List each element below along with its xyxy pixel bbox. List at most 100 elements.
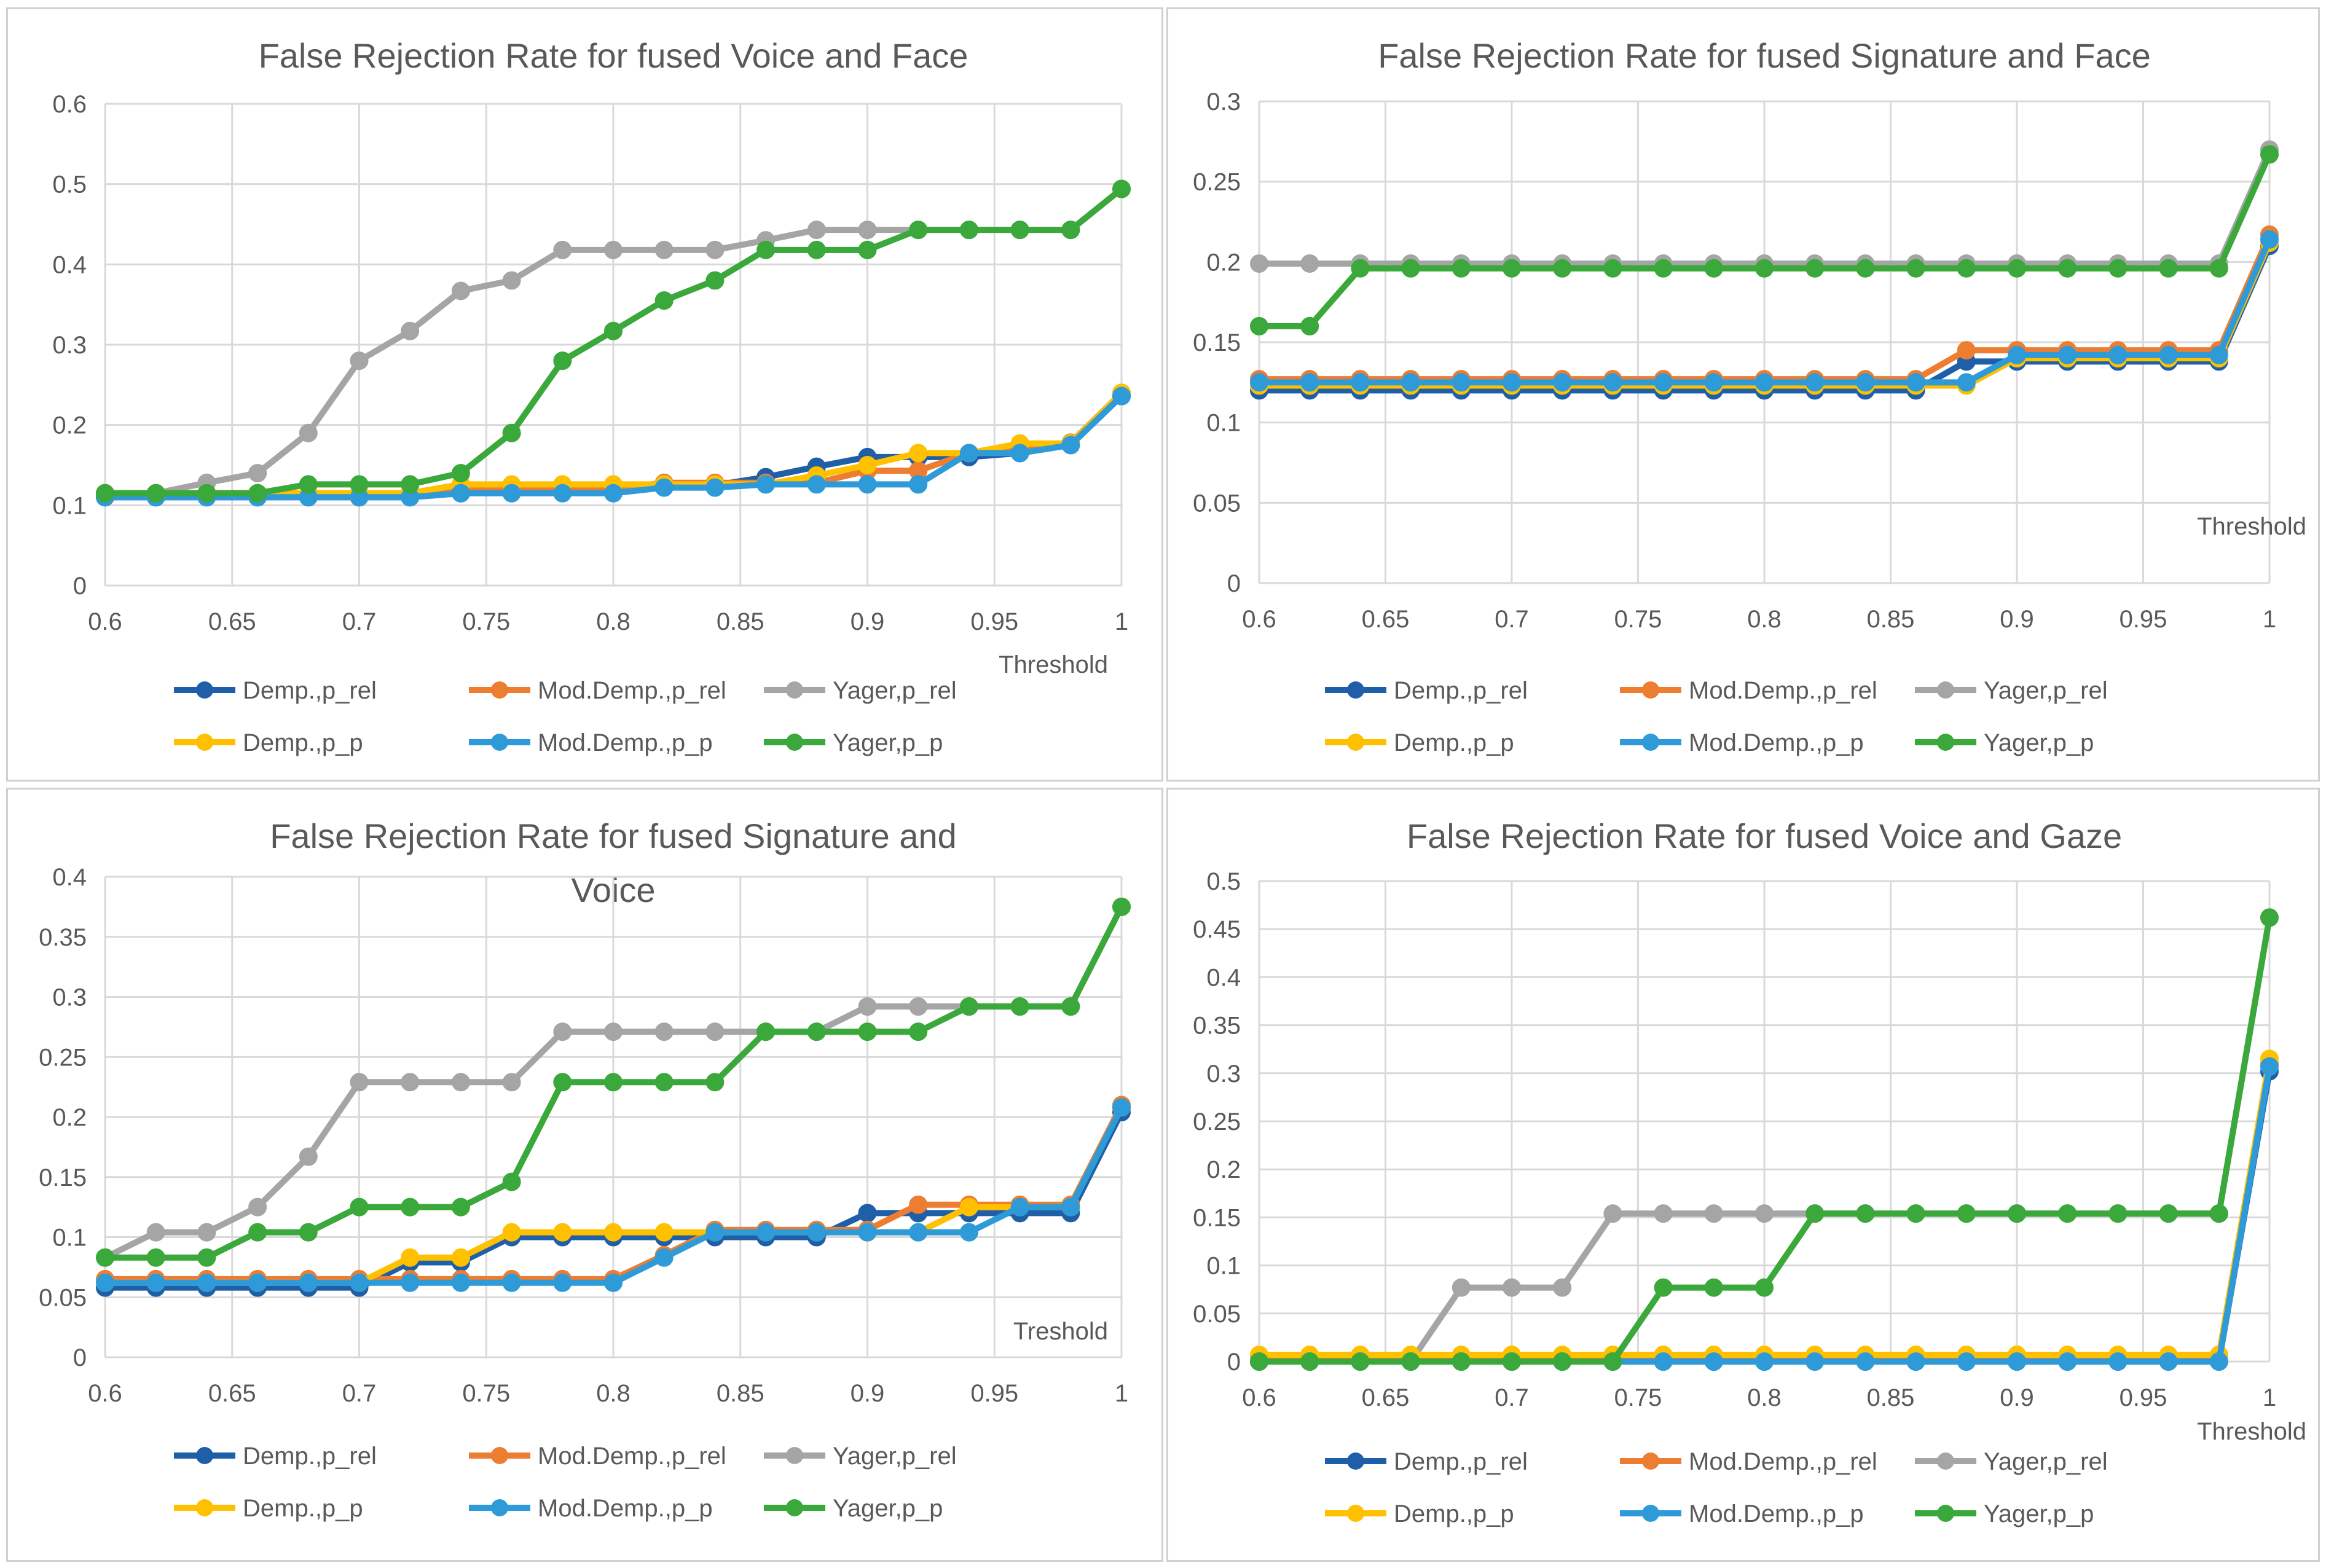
y-tick-label: 0.25: [1193, 1108, 1241, 1135]
data-point: [604, 321, 623, 340]
x-tick-label: 0.85: [1867, 606, 1915, 633]
data-point: [1553, 259, 1572, 278]
data-point: [705, 1223, 725, 1242]
data-point: [2209, 345, 2228, 364]
data-point: [1452, 259, 1471, 278]
data-point: [1603, 373, 1622, 392]
data-point: [1452, 373, 1471, 392]
data-point: [1300, 254, 1319, 273]
data-point: [248, 484, 267, 503]
data-point: [401, 1198, 420, 1217]
data-point: [858, 1223, 877, 1242]
data-point: [350, 1073, 369, 1092]
data-point: [1553, 373, 1572, 392]
data-point: [858, 475, 877, 494]
data-point: [654, 1022, 674, 1041]
data-point: [1553, 1352, 1572, 1371]
data-point: [2058, 1352, 2077, 1371]
x-tick-label: 0.75: [1614, 1384, 1662, 1411]
data-point: [604, 240, 623, 259]
data-point: [401, 1248, 420, 1267]
data-point: [2260, 230, 2279, 249]
data-point: [1856, 1352, 1875, 1371]
data-point: [553, 351, 572, 370]
legend-item-mod-demp-p-rel: Mod.Demp.,p_rel: [1620, 677, 1877, 704]
data-point: [1112, 1098, 1131, 1117]
x-axis-title: Threshold: [2197, 513, 2306, 540]
legend-marker: [1937, 1505, 1954, 1522]
y-tick-label: 0.15: [1193, 1204, 1241, 1231]
data-point: [858, 1204, 877, 1223]
data-point: [96, 1273, 114, 1292]
data-point: [1112, 179, 1131, 198]
x-tick-label: 0.9: [2000, 1384, 2034, 1411]
data-point: [502, 1223, 521, 1242]
y-tick-label: 0.3: [52, 332, 87, 359]
legend-marker: [196, 1499, 213, 1516]
y-tick-label: 0.1: [1206, 410, 1241, 437]
legend-item-mod-demp-p-p: Mod.Demp.,p_p: [1620, 1500, 1864, 1527]
x-tick-label: 0.65: [1362, 1384, 1410, 1411]
data-point: [1856, 259, 1875, 278]
y-tick-label: 0: [73, 1344, 87, 1371]
data-point: [909, 997, 928, 1016]
data-point: [146, 1273, 165, 1292]
data-point: [1300, 373, 1319, 392]
data-point: [858, 456, 877, 474]
data-point: [2008, 1352, 2026, 1371]
y-tick-label: 0.4: [52, 864, 87, 891]
data-point: [1351, 1352, 1370, 1371]
y-tick-label: 0.05: [1193, 1301, 1241, 1328]
data-point: [299, 475, 318, 494]
x-tick-label: 0.75: [462, 608, 510, 635]
legend-item-mod-demp-p-p: Mod.Demp.,p_p: [469, 729, 713, 756]
data-point: [1112, 386, 1131, 406]
data-point: [1603, 1352, 1622, 1371]
x-tick-label: 0.65: [208, 608, 256, 635]
legend-marker: [491, 734, 508, 751]
data-point: [807, 1022, 826, 1041]
data-point: [959, 221, 978, 240]
data-point: [1401, 259, 1420, 278]
chart-voice-face: False Rejection Rate for fused Voice and…: [52, 36, 1131, 756]
data-point: [959, 444, 978, 463]
x-tick-label: 0.6: [88, 1380, 122, 1407]
data-point: [807, 1223, 826, 1242]
legend-label: Yager,p_rel: [1984, 677, 2108, 704]
legend-item-yager-p-p: Yager,p_p: [1915, 1500, 2094, 1527]
data-point: [2058, 1204, 2077, 1223]
data-point: [299, 1223, 318, 1242]
data-point: [350, 1273, 369, 1292]
data-point: [1957, 259, 1976, 278]
legend-marker: [786, 1447, 803, 1464]
legend-label: Demp.,p_rel: [243, 1443, 377, 1470]
data-point: [1906, 259, 1925, 278]
y-tick-label: 0.3: [52, 984, 87, 1011]
y-tick-label: 0.3: [1206, 1060, 1241, 1088]
legend-marker: [786, 1499, 803, 1516]
data-point: [1010, 997, 1029, 1016]
legend-marker: [491, 1499, 508, 1516]
legend-item-yager-p-p: Yager,p_p: [764, 1495, 943, 1522]
legend-marker: [196, 681, 213, 699]
y-tick-label: 0.45: [1193, 916, 1241, 943]
data-point: [502, 1172, 521, 1191]
data-point: [1906, 1352, 1925, 1371]
legend-marker: [196, 1447, 213, 1464]
data-point: [654, 291, 674, 310]
data-point: [1805, 1204, 1825, 1223]
data-point: [1856, 373, 1875, 392]
data-point: [1503, 1278, 1521, 1297]
data-point: [248, 1223, 267, 1242]
x-tick-label: 0.95: [2120, 1384, 2167, 1411]
data-point: [654, 1223, 674, 1242]
data-point: [1906, 373, 1925, 392]
data-point: [502, 271, 521, 290]
data-point: [2058, 345, 2077, 364]
data-point: [1906, 1204, 1925, 1223]
chart-voice-gaze: False Rejection Rate for fused Voice and…: [1193, 817, 2306, 1527]
data-point: [1755, 259, 1774, 278]
legend-marker: [491, 681, 508, 699]
legend-marker: [1642, 734, 1659, 751]
legend-marker: [1347, 734, 1364, 751]
